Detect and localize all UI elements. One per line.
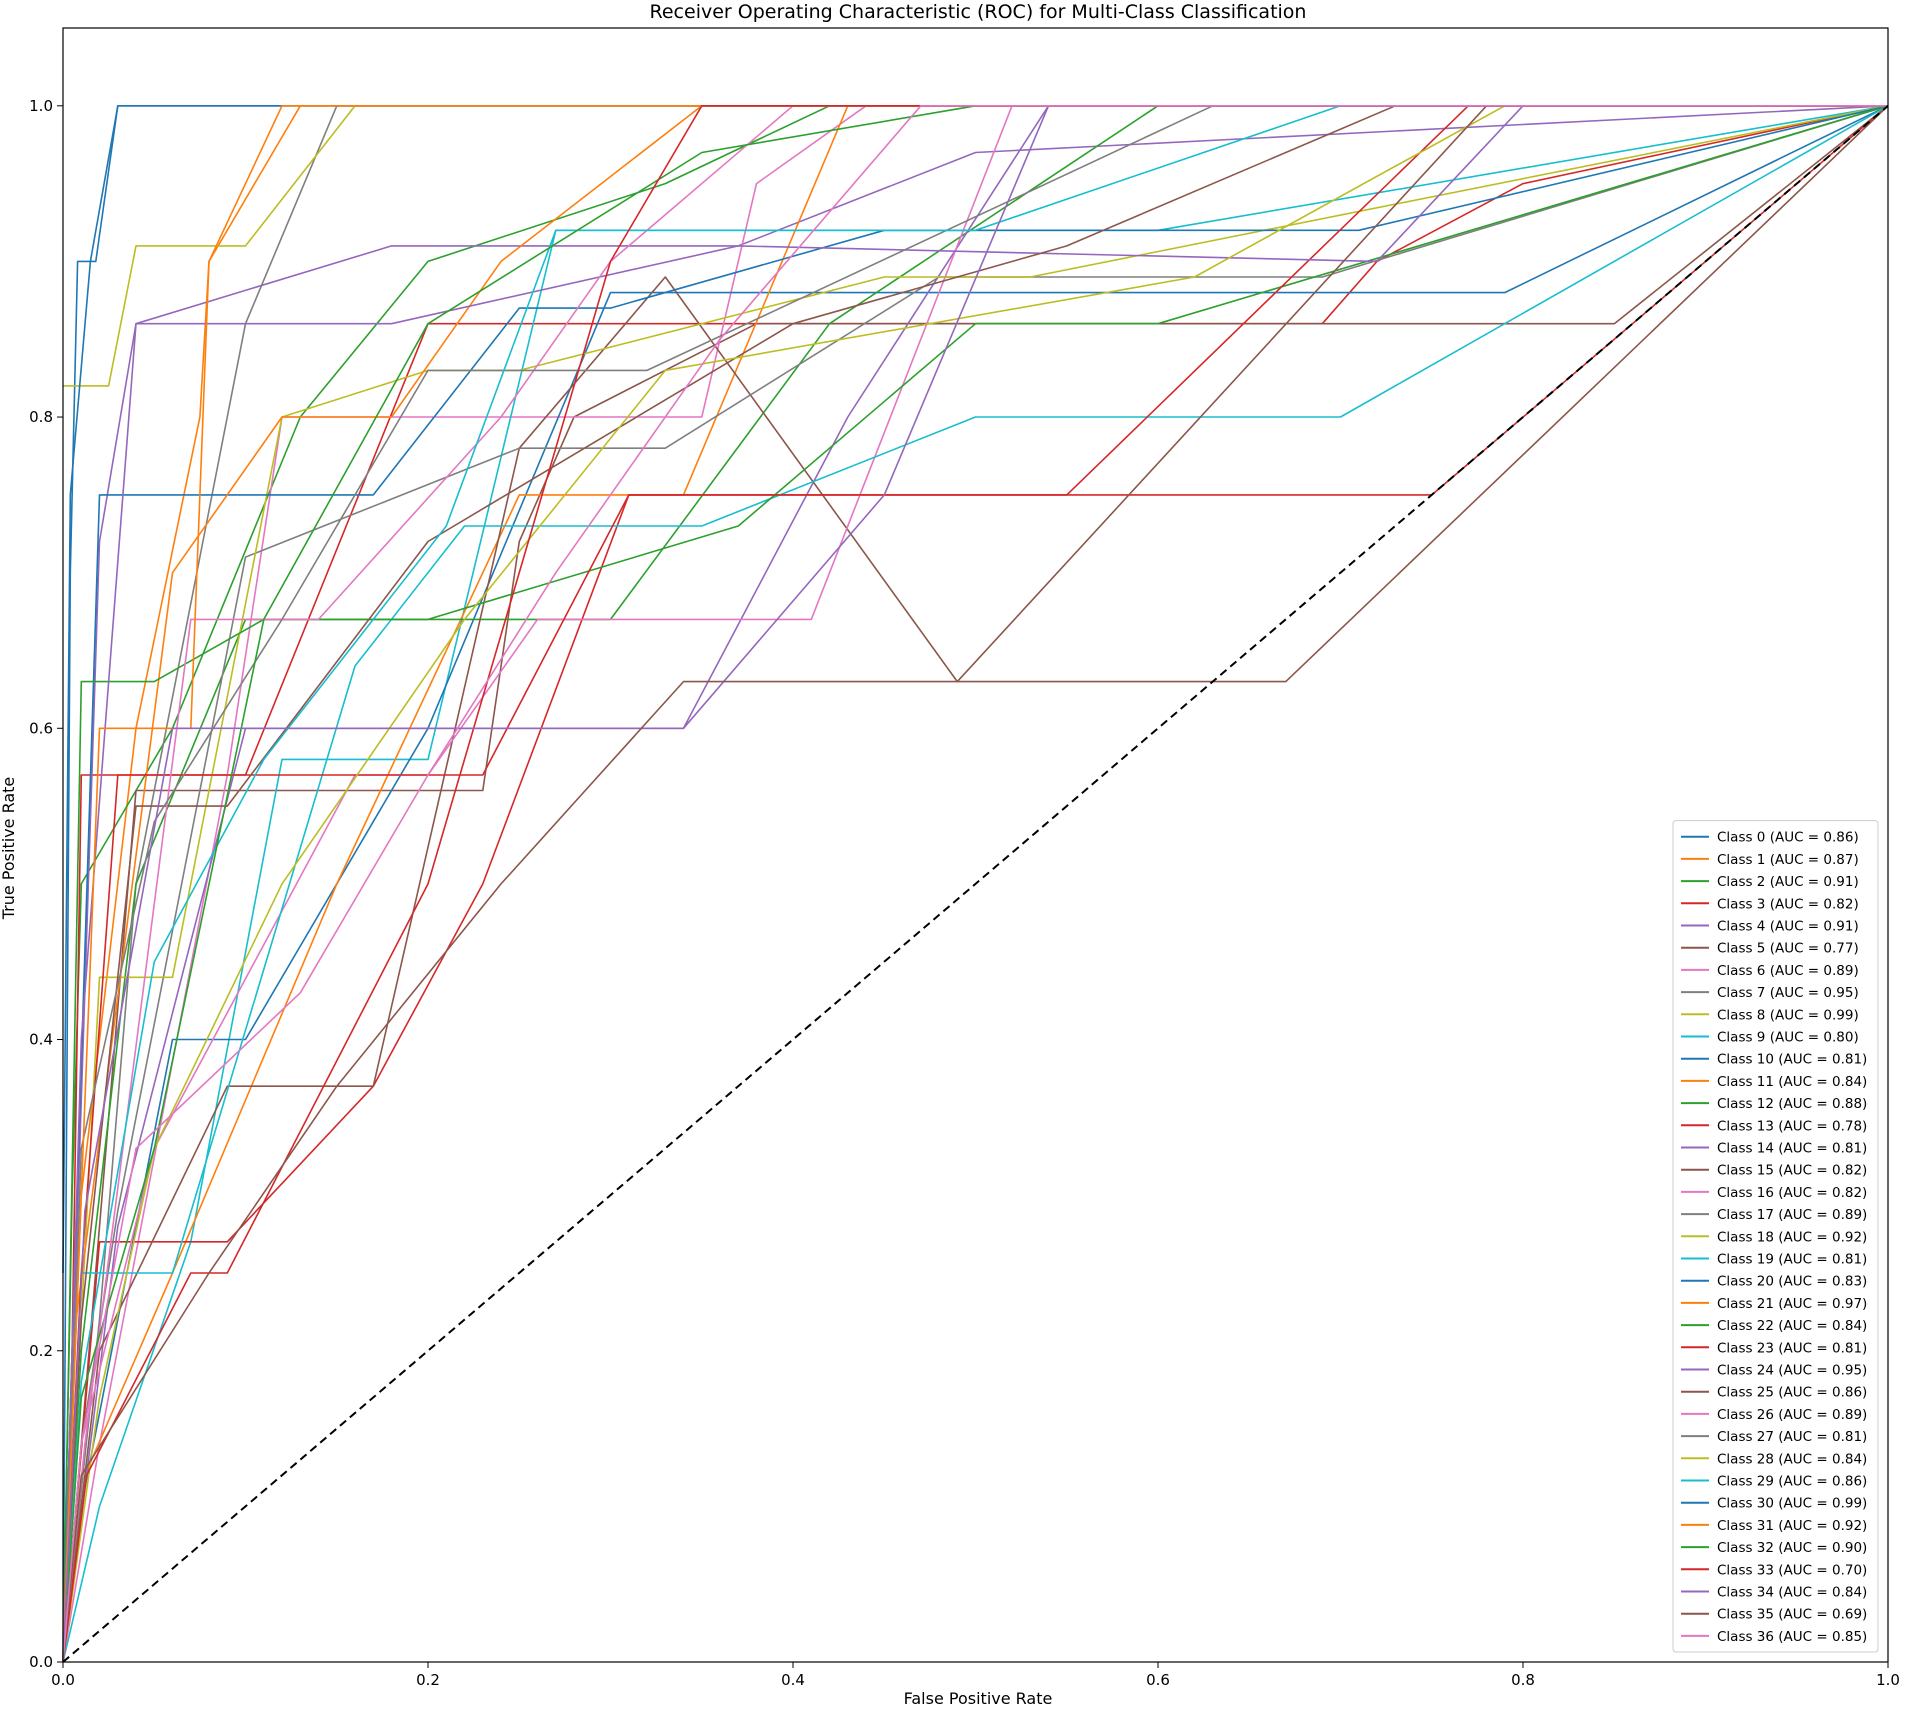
roc-curve-class-11	[62, 105, 1888, 1663]
axes-frame	[62, 27, 1889, 1663]
roc-curve-class-22	[62, 105, 1889, 1663]
legend-box	[1672, 820, 1879, 1653]
roc-curve-class-24	[62, 105, 1888, 1663]
legend-entry-label: Class 25 (AUC = 0.86)	[1717, 1385, 1867, 1401]
roc-curve-class-13	[62, 105, 1889, 1663]
legend-entry-label: Class 26 (AUC = 0.89)	[1717, 1407, 1867, 1423]
legend-entry-label: Class 36 (AUC = 0.85)	[1717, 1629, 1867, 1645]
x-tick-label: 0.0	[51, 1671, 75, 1689]
legend-entry-label: Class 22 (AUC = 0.84)	[1717, 1318, 1867, 1334]
roc-curve-class-35	[62, 105, 1888, 1663]
legend-entry-label: Class 13 (AUC = 0.78)	[1717, 1118, 1867, 1134]
roc-curve-class-19	[62, 105, 1889, 1663]
legend-entry-label: Class 23 (AUC = 0.81)	[1717, 1340, 1867, 1356]
legend-entry-label: Class 33 (AUC = 0.70)	[1717, 1562, 1867, 1578]
roc-curve-class-21	[62, 105, 1888, 1663]
legend: Class 0 (AUC = 0.86) Class 1 (AUC = 0.87)…	[1672, 820, 1879, 1653]
legend-entry-label: Class 1 (AUC = 0.87)	[1717, 852, 1859, 868]
legend-entry-label: Class 7 (AUC = 0.95)	[1717, 985, 1859, 1001]
legend-entry-label: Class 0 (AUC = 0.86)	[1717, 830, 1859, 846]
legend-entry-label: Class 20 (AUC = 0.83)	[1717, 1274, 1867, 1290]
y-tick-label: 0.8	[29, 408, 53, 426]
legend-entry-label: Class 14 (AUC = 0.81)	[1717, 1141, 1867, 1157]
legend-entry-label: Class 29 (AUC = 0.86)	[1717, 1474, 1867, 1490]
legend-entry-label: Class 10 (AUC = 0.81)	[1717, 1052, 1867, 1068]
legend-entry-label: Class 28 (AUC = 0.84)	[1717, 1451, 1867, 1467]
x-tick-label: 0.2	[416, 1671, 440, 1689]
roc-curve-class-29	[62, 105, 1888, 1663]
legend-entry-label: Class 21 (AUC = 0.97)	[1717, 1296, 1867, 1312]
legend-entry-label: Class 12 (AUC = 0.88)	[1717, 1096, 1867, 1112]
legend-entry-label: Class 24 (AUC = 0.95)	[1717, 1363, 1867, 1379]
chance-diagonal-line	[62, 105, 1889, 1663]
legend-entry-label: Class 27 (AUC = 0.81)	[1717, 1429, 1867, 1445]
roc-curve-class-15	[62, 105, 1889, 1663]
roc-curve-class-36	[62, 105, 1888, 1663]
legend-entry-label: Class 6 (AUC = 0.89)	[1717, 963, 1859, 979]
legend-entry-label: Class 17 (AUC = 0.89)	[1717, 1207, 1867, 1223]
legend-entry-label: Class 4 (AUC = 0.91)	[1717, 919, 1859, 935]
roc-curve-class-25	[62, 105, 1888, 1663]
legend-entry-label: Class 5 (AUC = 0.77)	[1717, 941, 1859, 957]
x-tick-label: 0.6	[1146, 1671, 1170, 1689]
legend-entry-label: Class 18 (AUC = 0.92)	[1717, 1229, 1867, 1245]
roc-curve-class-4	[62, 105, 1889, 1663]
y-tick-label: 0.2	[29, 1342, 53, 1360]
legend-entry-label: Class 31 (AUC = 0.92)	[1717, 1518, 1867, 1534]
y-tick-label: 0.0	[29, 1653, 53, 1671]
legend-entry-label: Class 3 (AUC = 0.82)	[1717, 896, 1859, 912]
roc-curve-class-27	[62, 105, 1888, 1663]
legend-entry-label: Class 35 (AUC = 0.69)	[1717, 1607, 1867, 1623]
legend-entry-label: Class 11 (AUC = 0.84)	[1717, 1074, 1867, 1090]
legend-entry-label: Class 34 (AUC = 0.84)	[1717, 1585, 1867, 1601]
roc-curve-class-3	[62, 105, 1889, 1663]
roc-curve-class-34	[62, 105, 1888, 1663]
plot-area	[62, 105, 1889, 1663]
legend-entry-label: Class 16 (AUC = 0.82)	[1717, 1185, 1867, 1201]
y-tick-label: 1.0	[29, 97, 53, 115]
roc-curve-class-26	[62, 105, 1888, 1663]
x-tick-label: 0.8	[1511, 1671, 1535, 1689]
y-tick-label: 0.4	[29, 1031, 53, 1049]
x-axis-label: False Positive Rate	[904, 1689, 1053, 1708]
legend-entry-label: Class 2 (AUC = 0.91)	[1717, 874, 1859, 890]
legend-entry-label: Class 30 (AUC = 0.99)	[1717, 1496, 1867, 1512]
roc-curve-class-23	[62, 105, 1888, 1663]
legend-entry-label: Class 8 (AUC = 0.99)	[1717, 1007, 1859, 1023]
y-axis-label: True Positive Rate	[0, 777, 18, 921]
axes: 0.0 0.2 0.4 0.6 0.8 1.0 0.0 0.2 0.4 0.6 0.8 1.0	[29, 27, 1900, 1689]
y-tick-label: 0.6	[29, 719, 53, 737]
x-tick-label: 1.0	[1876, 1671, 1900, 1689]
legend-entry-label: Class 9 (AUC = 0.80)	[1717, 1030, 1859, 1046]
x-tick-label: 0.4	[781, 1671, 805, 1689]
roc-curve-class-6	[62, 105, 1888, 1663]
roc-curve-class-20	[62, 105, 1889, 1663]
legend-entry-label: Class 32 (AUC = 0.90)	[1717, 1540, 1867, 1556]
legend-entry-label: Class 15 (AUC = 0.82)	[1717, 1163, 1867, 1179]
roc-curve-class-28	[62, 105, 1888, 1663]
legend-entry-label: Class 19 (AUC = 0.81)	[1717, 1252, 1867, 1268]
roc-curve-class-32	[62, 105, 1888, 1663]
chart-title: Receiver Operating Characteristic (ROC) …	[650, 1, 1307, 23]
